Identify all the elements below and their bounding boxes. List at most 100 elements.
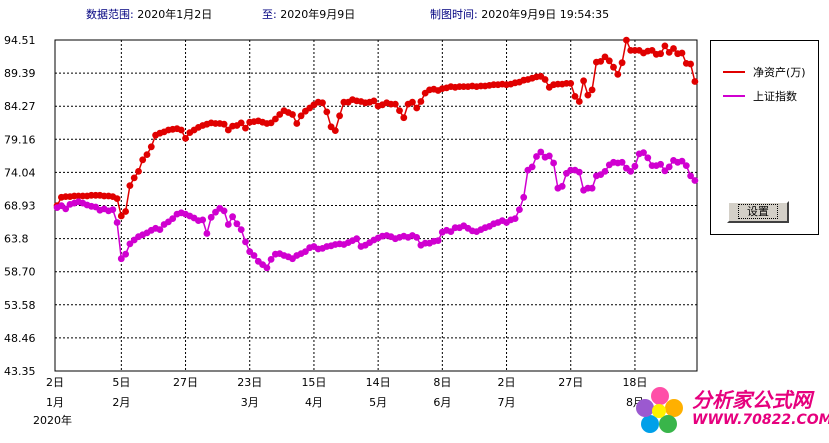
x-month-label: 7月 xyxy=(498,396,516,409)
data-point-sh-index xyxy=(575,168,583,176)
data-point-sh-index xyxy=(550,159,557,167)
data-point-sh-index xyxy=(516,206,523,214)
data-point-sh-index xyxy=(224,221,232,228)
y-tick-label: 53.58 xyxy=(4,299,36,312)
x-tick-label: 2日 xyxy=(46,376,64,389)
data-point-net-assets xyxy=(413,104,421,112)
data-point-sh-index xyxy=(682,162,690,170)
data-point-sh-index xyxy=(627,168,635,175)
series-net-assets xyxy=(53,36,699,220)
data-point-net-assets xyxy=(331,127,339,134)
data-point-sh-index xyxy=(691,177,699,184)
data-point-sh-index xyxy=(687,172,694,180)
data-point-net-assets xyxy=(623,36,630,44)
range-end: 2020年9月9日 xyxy=(280,8,356,21)
data-point-net-assets xyxy=(657,50,664,58)
data-point-net-assets xyxy=(122,208,129,215)
data-point-net-assets xyxy=(143,151,151,159)
data-point-sh-index xyxy=(661,167,669,175)
y-tick-label: 89.39 xyxy=(4,67,36,80)
data-point-net-assets xyxy=(580,77,587,85)
data-point-sh-index xyxy=(242,238,249,246)
data-point-sh-index xyxy=(353,235,361,243)
data-point-sh-index xyxy=(250,252,258,259)
data-point-net-assets xyxy=(661,42,669,50)
data-point-net-assets xyxy=(272,115,279,123)
x-tick-label: 2日 xyxy=(498,376,516,389)
data-point-net-assets xyxy=(147,143,155,151)
settings-button[interactable]: 设置 xyxy=(727,201,789,223)
x-month-label: 3月 xyxy=(241,396,259,409)
data-point-net-assets xyxy=(571,93,579,100)
x-tick-label: 27日 xyxy=(558,376,583,389)
data-point-net-assets xyxy=(220,120,228,128)
settings-button-label: 设置 xyxy=(738,204,778,219)
data-point-net-assets xyxy=(289,111,296,118)
x-tick-label: 5日 xyxy=(112,376,130,389)
data-point-net-assets xyxy=(665,49,673,56)
series-line-sh-index xyxy=(56,150,696,269)
y-tick-label: 48.46 xyxy=(4,332,36,345)
data-point-net-assets xyxy=(678,49,686,57)
data-point-net-assets xyxy=(610,63,617,71)
range-start-label: 数据范围: 2020年1月2日 xyxy=(86,6,212,22)
legend-label-net-assets: 净资产(万) xyxy=(753,66,806,79)
made-time-label: 制图时间: 2020年9月9日 19:54:35 xyxy=(430,6,609,22)
legend-label-sh-index: 上证指数 xyxy=(753,90,797,103)
x-year-label: 2020年 xyxy=(33,413,72,427)
chart-header: 数据范围: 2020年1月2日 至: 2020年9月9日 制图时间: 2020年… xyxy=(0,0,829,28)
data-point-net-assets xyxy=(323,108,331,116)
data-point-net-assets xyxy=(396,107,403,114)
data-point-net-assets xyxy=(400,114,408,122)
y-tick-label: 79.16 xyxy=(4,133,36,146)
data-point-sh-index xyxy=(644,154,652,162)
data-point-sh-index xyxy=(533,153,540,160)
data-point-net-assets xyxy=(601,53,609,61)
data-point-sh-index xyxy=(545,152,553,160)
legend: 净资产(万) 上证指数 设置 xyxy=(710,40,819,235)
x-tick-label: 8日 xyxy=(433,376,451,389)
y-tick-label: 84.27 xyxy=(4,100,36,113)
y-tick-label: 94.51 xyxy=(4,34,36,47)
data-point-sh-index xyxy=(109,206,117,214)
data-point-net-assets xyxy=(224,126,232,134)
data-point-sh-index xyxy=(588,184,596,192)
x-month-label: 5月 xyxy=(369,396,387,409)
data-point-sh-index xyxy=(62,205,70,213)
x-tick-label: 18日 xyxy=(622,376,647,389)
data-point-net-assets xyxy=(618,59,626,67)
data-point-net-assets xyxy=(541,76,549,83)
data-point-sh-index xyxy=(434,237,442,245)
y-tick-label: 58.70 xyxy=(4,266,36,279)
data-point-net-assets xyxy=(117,212,125,220)
data-point-net-assets xyxy=(670,45,677,52)
data-point-net-assets xyxy=(182,135,189,142)
x-tick-label: 27日 xyxy=(173,376,198,389)
data-point-sh-index xyxy=(640,149,647,157)
data-point-sh-index xyxy=(447,228,455,236)
data-point-net-assets xyxy=(237,119,245,127)
data-point-sh-index xyxy=(220,207,228,215)
data-point-sh-index xyxy=(537,148,545,156)
series-line-net-assets xyxy=(56,37,696,218)
data-point-net-assets xyxy=(687,60,694,68)
data-point-sh-index xyxy=(113,219,121,226)
data-point-sh-index xyxy=(117,255,125,263)
x-axis: 2日 1月 5日 2月 27日 23日 3月 15日 4月 14日 5月 8日 6月 2日 7月 27日 18日… xyxy=(33,376,647,427)
x-tick-label: 23日 xyxy=(237,376,262,389)
data-point-sh-index xyxy=(246,248,254,256)
data-point-sh-index xyxy=(233,220,241,228)
data-point-sh-index xyxy=(520,193,528,201)
data-point-sh-index xyxy=(665,163,673,171)
watermark-url: WWW.70822.COM xyxy=(692,412,829,428)
data-point-sh-index xyxy=(302,248,309,256)
data-point-sh-index xyxy=(558,182,566,190)
data-point-net-assets xyxy=(135,168,142,175)
data-point-sh-index xyxy=(263,264,271,272)
data-point-net-assets xyxy=(130,174,138,182)
series-sh-index xyxy=(53,148,699,272)
data-point-net-assets xyxy=(297,112,305,120)
data-point-net-assets xyxy=(614,71,622,78)
data-point-net-assets xyxy=(319,99,326,107)
